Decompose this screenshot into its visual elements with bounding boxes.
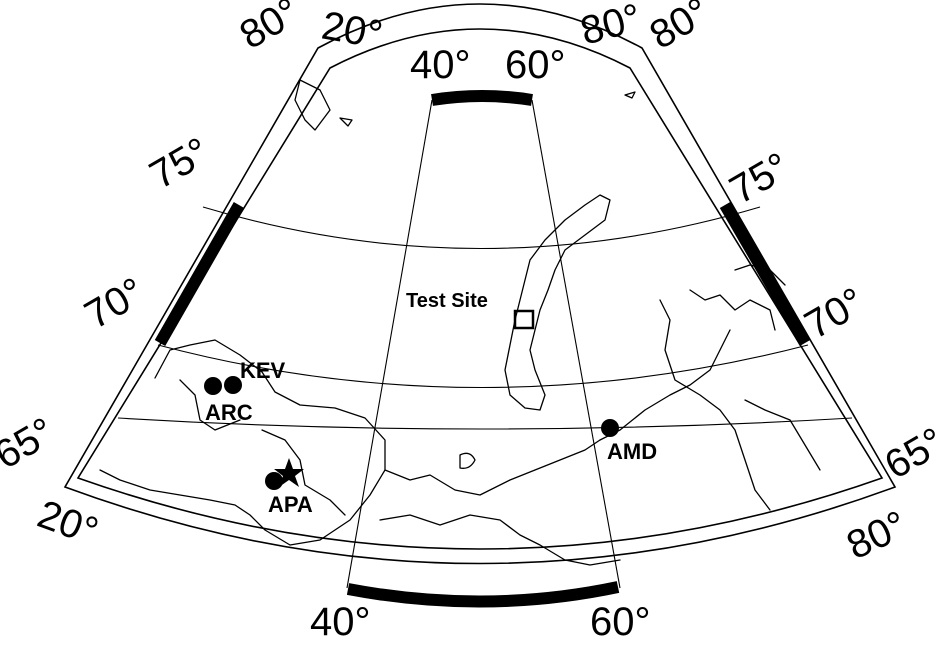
station-arc: ARC xyxy=(204,377,253,425)
lat-label-left-75: 75° xyxy=(143,129,217,197)
lon-label-top-80: 80° xyxy=(576,0,646,54)
station-apa: APA xyxy=(265,458,313,517)
station-amd: AMD xyxy=(601,419,657,464)
lat-label-left-70: 70° xyxy=(78,269,152,337)
lon-label-top-60: 60° xyxy=(505,43,566,87)
lon-label-bottom-80: 80° xyxy=(840,503,913,568)
map-frame xyxy=(63,3,897,565)
station-label-amd: AMD xyxy=(607,439,657,464)
lat-label-left-80: 80° xyxy=(233,0,307,58)
graticule-meridians xyxy=(346,99,621,589)
station-kev: KEV xyxy=(224,358,286,394)
lon-label-bottom-20: 20° xyxy=(32,492,104,554)
lat-label-right-80: 80° xyxy=(643,0,717,58)
lon-label-bottom-60: 60° xyxy=(590,600,651,644)
frame-scale-bands xyxy=(154,90,811,608)
coastlines xyxy=(99,79,821,566)
test-site-marker: Test Site xyxy=(406,290,535,330)
lon-label-top-40: 40° xyxy=(410,43,471,87)
graticule-parallels xyxy=(117,206,853,430)
test-site-label: Test Site xyxy=(406,290,488,312)
lat-label-right-65: 65° xyxy=(878,419,942,487)
station-label-apa: APA xyxy=(268,492,313,517)
lat-label-right-75: 75° xyxy=(723,144,797,212)
lon-label-top-20: 20° xyxy=(318,4,385,58)
station-label-arc: ARC xyxy=(205,400,253,425)
lon-label-bottom-40: 40° xyxy=(310,600,371,644)
lat-label-left-65: 65° xyxy=(0,409,62,477)
station-label-kev: KEV xyxy=(240,358,286,383)
star-icon xyxy=(274,458,304,487)
